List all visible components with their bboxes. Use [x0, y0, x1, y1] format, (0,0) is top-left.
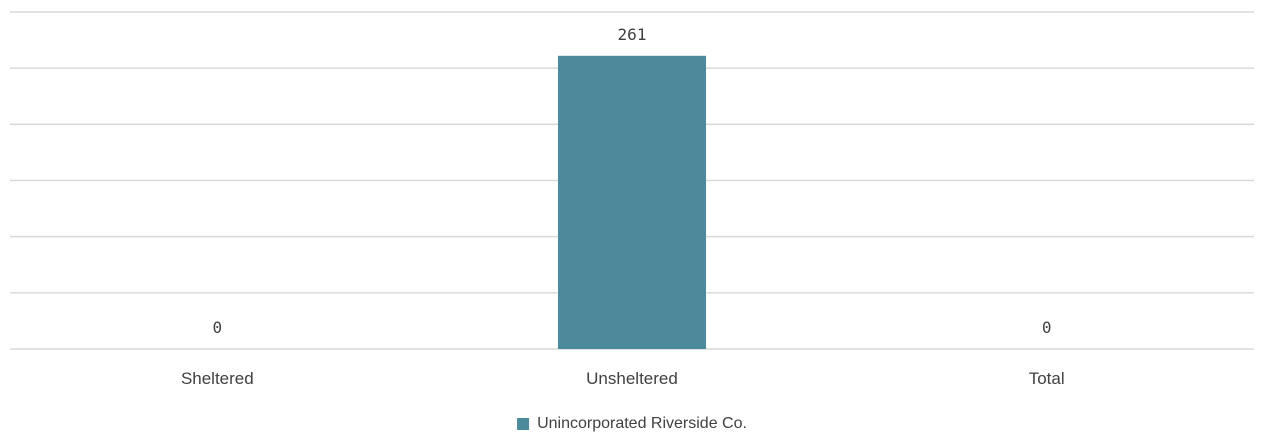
- x-tick-label-sheltered: Sheltered: [181, 369, 254, 388]
- bars: [558, 55, 706, 350]
- data-label-sheltered: 0: [213, 318, 223, 337]
- legend-swatch: [517, 418, 530, 430]
- data-labels: 0 261 0: [213, 25, 1052, 337]
- data-label-unsheltered: 261: [618, 25, 647, 44]
- x-axis-tick-labels: Sheltered Unsheltered Total: [181, 369, 1065, 388]
- legend-label: Unincorporated Riverside Co.: [537, 415, 747, 432]
- data-label-total: 0: [1042, 318, 1052, 337]
- x-tick-label-unsheltered: Unsheltered: [586, 369, 678, 388]
- legend: Unincorporated Riverside Co.: [517, 415, 747, 432]
- bar-unsheltered: [558, 55, 706, 350]
- x-tick-label-total: Total: [1029, 369, 1065, 388]
